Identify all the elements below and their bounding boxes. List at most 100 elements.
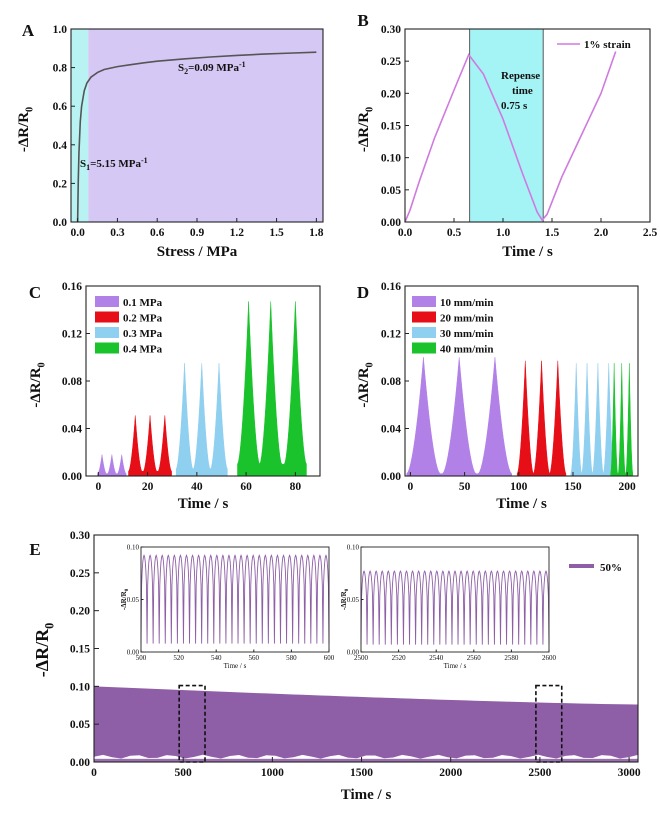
panel-E-ytick-label: 0.30 (70, 530, 90, 542)
panel-E-inset-0-ylabel: -ΔR/R0 (120, 588, 130, 610)
panel-E-inset-1-ytick-label: 0.05 (347, 596, 360, 604)
panel-D-legend-label: 40 mm/min (440, 344, 493, 356)
panel-C-xtick-label: 60 (240, 481, 252, 493)
panel-E-xtick-label: 1500 (350, 767, 373, 779)
panel-D-ylabel-main: -ΔR/R (356, 367, 372, 407)
panel-E-inset-1-xtick-label: 2560 (467, 654, 482, 662)
panel-E-ylabel: -ΔR/R0 (32, 623, 56, 677)
panel-E-xlabel: Time / s (341, 787, 392, 803)
panel-E-xtick-label: 500 (175, 767, 193, 779)
panel-A-letter: A (22, 21, 35, 40)
panel-E-inset-1-ylabel-sub: 0 (345, 588, 350, 591)
panel-C-ylabel-main: -ΔR/R (28, 367, 44, 407)
panel-E-ylabel-main: -ΔR/R (32, 628, 52, 677)
panel-C-legend-swatch (95, 311, 119, 323)
panel-D-ytick-label: 0.16 (381, 281, 401, 293)
panel-D-legend-swatch (412, 311, 436, 323)
panel-D-legend-label: 30 mm/min (440, 328, 493, 340)
panel-E-signal-band (94, 686, 638, 759)
panel-B-ytick-label: 0.30 (381, 24, 401, 36)
panel-E-inset-0-xtick-label: 580 (286, 654, 297, 662)
panel-D-ytick-label: 0.12 (381, 329, 401, 341)
panel-B-ytick-label: 0.15 (381, 121, 401, 133)
panel-A-ylabel-sub: 0 (25, 107, 36, 112)
panel-C-series-3-area (237, 301, 307, 477)
panel-E-inset-0-xtick-label: 520 (173, 654, 184, 662)
panel-D-legend-swatch (412, 327, 436, 338)
panel-B-annotation: 0.75 s (501, 100, 528, 112)
panel-E-highlight-box-0 (178, 684, 206, 763)
panel-E-inset-0-bg (141, 547, 329, 652)
panel-D-legend-label: 20 mm/min (440, 313, 493, 325)
panel-C-series-1-area (128, 415, 172, 477)
panel-A-xtick-label: 0.3 (110, 227, 125, 239)
panel-C-ytick-label: 0.04 (62, 424, 82, 436)
panel-C-letter: C (29, 283, 41, 302)
panel-E-inset-1-bg (361, 547, 549, 652)
panel-B-annotation: time (512, 85, 533, 97)
annotation-part: -1 (141, 156, 148, 165)
panel-B-response-region (469, 29, 544, 222)
panel-B-xlabel: Time / s (502, 244, 553, 260)
annotation-part: S (80, 158, 86, 170)
text-layer: 0.0 0.3 0.6 0.9 1.2 1.5 1.8 0.0 0.2 0.4 0.6 0.8 1.0 A… (16, 11, 657, 803)
panel-D-xtick-label: 200 (619, 481, 637, 493)
panel-C-series-2-area (175, 363, 228, 477)
panel-E-ytick-label: 0.05 (70, 719, 90, 731)
panel-A-xtick-label: 1.8 (309, 227, 324, 239)
panel-E-inset-1-xtick-label: 2500 (354, 654, 369, 662)
panel-C-ytick-label: 0.16 (62, 281, 82, 293)
panel-E-inset-0-xtick-label: 540 (211, 654, 222, 662)
panel-E-inset-0-ytick-label: 0.10 (127, 544, 140, 552)
panel-B-ytick-label: 0.00 (381, 217, 401, 229)
panel-D-xtick-label: 100 (510, 481, 528, 493)
panel-E-ytick-label: 0.20 (70, 606, 90, 618)
panel-E-inset-0-xtick-label: 560 (249, 654, 260, 662)
panel-A-xtick-label: 1.5 (269, 227, 284, 239)
panel-C-series-0-area (97, 454, 127, 477)
panel-E-xtick-label: 2500 (528, 767, 551, 779)
panel-E-inset-1-xtick-label: 2520 (392, 654, 407, 662)
panel-B-ylabel: -ΔR/R0 (356, 107, 376, 152)
panel-B-curve (404, 51, 617, 223)
panel-A-ytick-label: 0.0 (53, 217, 68, 229)
panel-C-ylabel: -ΔR/R0 (28, 362, 48, 407)
fill-layer (71, 29, 638, 762)
panel-D-xtick-label: 150 (564, 481, 582, 493)
panel-E-inset-1-curve (360, 570, 550, 645)
panel-A-xlabel: Stress / MPa (157, 244, 238, 260)
panel-C-legend-label: 0.2 MPa (123, 313, 163, 325)
panel-D-xtick-label: 0 (408, 481, 414, 493)
panel-A-region-1 (88, 29, 324, 222)
panel-E-inset-1-xlabel: Time / s (444, 662, 467, 670)
annotation-part: =0.09 MPa (188, 62, 239, 74)
panel-C-legend-swatch (95, 342, 119, 354)
panel-E-xtick-label: 3000 (618, 767, 641, 779)
panel-E-ytick-label: 0.15 (70, 644, 90, 656)
panel-E-inset-1-ytick-label: 0.00 (347, 649, 360, 657)
panel-B-xtick-label: 0.0 (398, 227, 413, 239)
frame-layer (70, 28, 651, 763)
panel-D-ylabel-sub: 0 (365, 362, 376, 367)
panel-A-ytick-label: 0.2 (53, 178, 68, 190)
panel-E-inset-0-ylabel-main: -ΔR/R (120, 590, 128, 610)
panel-D-xlabel: Time / s (496, 496, 547, 512)
panel-C-xlabel: Time / s (178, 496, 229, 512)
panel-D-xtick-label: 50 (459, 481, 471, 493)
panel-E-highlight-box-1 (535, 684, 563, 763)
panel-A-annotation-s2: S2=0.09 MPa-1 (178, 60, 246, 76)
panel-A-ytick-label: 0.6 (53, 101, 68, 113)
panel-E-inset-1-xtick-label: 2540 (429, 654, 444, 662)
panel-D-legend-label: 10 mm/min (440, 297, 493, 309)
panel-D-letter: D (357, 283, 369, 302)
panel-A-ytick-label: 0.4 (53, 140, 68, 152)
panel-B-xtick-label: 1.5 (545, 227, 560, 239)
panel-E-inset-0-curve (140, 554, 330, 644)
panel-B-xtick-label: 1.0 (496, 227, 511, 239)
panel-E-signal-base (94, 758, 638, 762)
panel-B-ytick-label: 0.10 (381, 153, 401, 165)
panel-D-ytick-label: 0.00 (381, 471, 401, 483)
panel-D-series-3-area (610, 363, 634, 477)
panel-E-xtick-label: 1000 (261, 767, 284, 779)
